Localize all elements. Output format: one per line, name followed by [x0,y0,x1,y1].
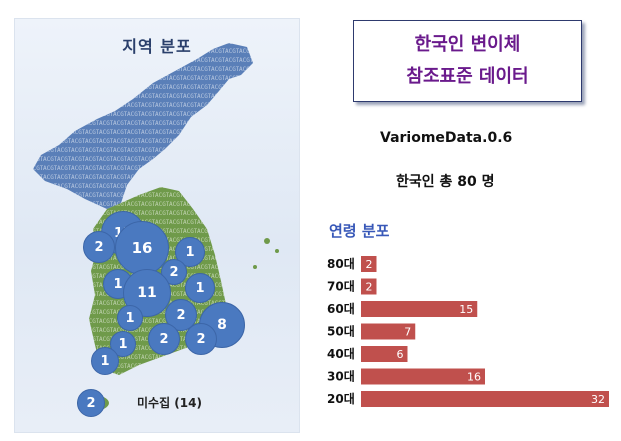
unknown-count-label: 미수집 (14) [137,396,202,410]
title-line-1: 한국인 변이체 [414,34,521,55]
age-bar [361,256,377,272]
region-bubble: 2 [185,323,217,355]
age-bar [361,391,609,407]
age-bar [361,323,416,340]
age-bar-chart: 80대 2 70대 2 60대 15 50대 7 40대 6 30대 16 20대 32 [327,256,609,407]
age-category-label: 20대 [327,392,355,406]
title-line-2: 참조표준 데이터 [406,66,529,87]
age-bar-value-label: 16 [467,371,481,384]
age-bar [361,368,485,385]
map-title: 지역 분포 [122,37,192,56]
region-map-panel: ACGT 지역 분포 13 2 16 1 2 1 11 1 1 2 8 1 2 … [14,18,300,433]
region-bubble: 2 [83,231,115,263]
dataset-version: VariomeData.0.6 [380,130,513,146]
total-count: 한국인 총 80 명 [396,174,495,190]
age-category-label: 40대 [327,347,355,361]
title-box: 한국인 변이체 참조표준 데이터 [353,20,582,102]
region-bubble: 1 [91,347,119,375]
region-bubble: 1 [185,273,215,303]
region-bubble: 1 [117,305,143,331]
age-bar [361,278,377,295]
age-bar-value-label: 15 [459,303,473,316]
region-bubble: 2 [77,389,105,417]
age-bar-value-label: 6 [397,348,404,361]
age-bar [361,346,408,362]
age-category-label: 80대 [327,257,355,271]
age-bar-value-label: 2 [366,281,373,294]
age-bar-value-label: 32 [591,393,605,406]
age-chart-title: 연령 분포 [329,222,390,240]
age-bar-value-label: 2 [366,258,373,271]
age-category-label: 50대 [327,325,355,339]
age-bar-value-label: 7 [404,326,411,339]
age-category-label: 60대 [327,302,355,316]
region-bubble: 2 [148,323,180,355]
age-bar [361,301,478,317]
age-category-label: 30대 [327,370,355,384]
age-category-label: 70대 [327,280,355,294]
